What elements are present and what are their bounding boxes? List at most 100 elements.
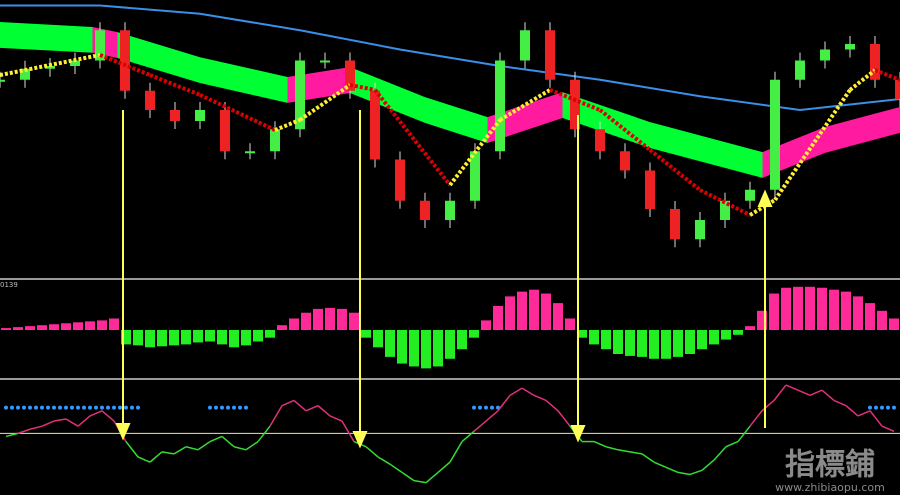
- signal-segment: [99, 53, 151, 77]
- histogram-bar: [445, 330, 455, 359]
- signal-dot: [22, 405, 26, 410]
- histogram-bar: [493, 306, 503, 330]
- signal-dot: [880, 405, 884, 410]
- histogram-bar: [661, 330, 671, 359]
- oscillator-segment: [317, 405, 331, 417]
- histogram-bar: [589, 330, 599, 345]
- histogram-bar: [277, 325, 287, 330]
- histogram-bar: [25, 326, 35, 330]
- histogram-bar: [649, 330, 659, 359]
- histogram-bar: [757, 310, 767, 330]
- histogram-bar: [685, 330, 695, 354]
- oscillator-segment: [65, 418, 79, 427]
- candle: [845, 44, 855, 50]
- oscillator-segment: [269, 405, 283, 427]
- histogram-bar: [85, 321, 95, 330]
- oscillator-segment: [29, 425, 43, 430]
- histogram-bar: [385, 330, 395, 357]
- candle: [370, 90, 380, 160]
- candle: [520, 30, 530, 61]
- histogram-bar: [853, 296, 863, 330]
- oscillator-segment: [689, 469, 703, 476]
- signal-dot: [472, 405, 476, 410]
- signal-dot: [106, 405, 110, 410]
- histogram-bar: [793, 286, 803, 330]
- signal-dot: [490, 405, 494, 410]
- signal-segment: [874, 68, 900, 82]
- histogram-bar: [1, 328, 11, 330]
- oscillator-segment: [425, 471, 439, 484]
- oscillator-segment: [293, 399, 307, 412]
- oscillator-segment: [713, 446, 727, 461]
- arrow-head: [757, 189, 773, 207]
- oscillator-segment: [677, 471, 691, 476]
- oscillator-segment: [533, 394, 547, 402]
- signal-dot: [478, 405, 482, 410]
- oscillator-segment: [701, 459, 715, 471]
- arrow-head: [352, 431, 368, 449]
- histogram-bar: [229, 330, 239, 348]
- signal-dot: [112, 405, 116, 410]
- oscillator-segment: [89, 410, 103, 417]
- signal-dot: [892, 405, 896, 410]
- oscillator-segment: [461, 430, 475, 443]
- oscillator-segment: [869, 410, 883, 427]
- candle: [445, 200, 455, 220]
- candle: [95, 30, 105, 61]
- oscillator-segment: [665, 466, 679, 474]
- oscillator-segment: [725, 440, 739, 448]
- histogram-bar: [409, 330, 419, 367]
- histogram-bar: [37, 325, 47, 330]
- candle: [720, 200, 730, 220]
- signal-dot: [64, 405, 68, 410]
- signal-segment: [848, 68, 877, 92]
- oscillator-segment: [809, 389, 823, 397]
- signal-dot: [232, 405, 236, 410]
- oscillator-segment: [209, 435, 223, 443]
- histogram-bar: [517, 291, 527, 330]
- histogram-bar: [205, 330, 215, 342]
- signal-segment: [0, 53, 101, 78]
- signal-dot: [88, 405, 92, 410]
- candle: [495, 60, 505, 152]
- candle: [670, 209, 680, 240]
- histogram-bar: [457, 330, 467, 350]
- arrow-head: [570, 425, 586, 443]
- signal-dot: [100, 405, 104, 410]
- signal-dot: [10, 405, 14, 410]
- oscillator-segment: [509, 387, 523, 396]
- oscillator-segment: [365, 446, 379, 458]
- candle: [145, 90, 155, 110]
- signal-dot: [58, 405, 62, 410]
- histogram-bar: [253, 330, 263, 342]
- candle: [170, 110, 180, 121]
- signal-dot: [226, 405, 230, 410]
- signal-segment: [648, 148, 702, 192]
- oscillator-segment: [797, 389, 811, 397]
- oscillator-segment: [593, 440, 607, 448]
- histogram-bar: [421, 330, 431, 369]
- signal-segment: [298, 83, 352, 122]
- histogram-bar: [373, 330, 383, 348]
- candle: [220, 110, 230, 152]
- oscillator-segment: [101, 410, 115, 422]
- oscillator-segment: [617, 449, 631, 453]
- histogram-bar: [769, 293, 779, 330]
- oscillator-segment: [149, 451, 163, 463]
- oscillator-segment: [173, 446, 187, 455]
- histogram-bar: [109, 318, 119, 330]
- oscillator-segment: [737, 425, 751, 443]
- signal-dot: [124, 405, 128, 410]
- candle: [320, 60, 330, 63]
- histogram-bar: [841, 291, 851, 330]
- histogram-bar: [301, 312, 311, 330]
- signal-dot: [868, 405, 872, 410]
- oscillator-segment: [557, 410, 571, 427]
- indicator-label: 0139: [0, 281, 18, 289]
- histogram-bar: [577, 330, 587, 338]
- histogram-bar: [481, 320, 491, 330]
- band-segment: [825, 106, 900, 153]
- oscillator-segment: [773, 384, 787, 401]
- moving-average: [0, 4, 900, 112]
- signal-dot: [886, 405, 890, 410]
